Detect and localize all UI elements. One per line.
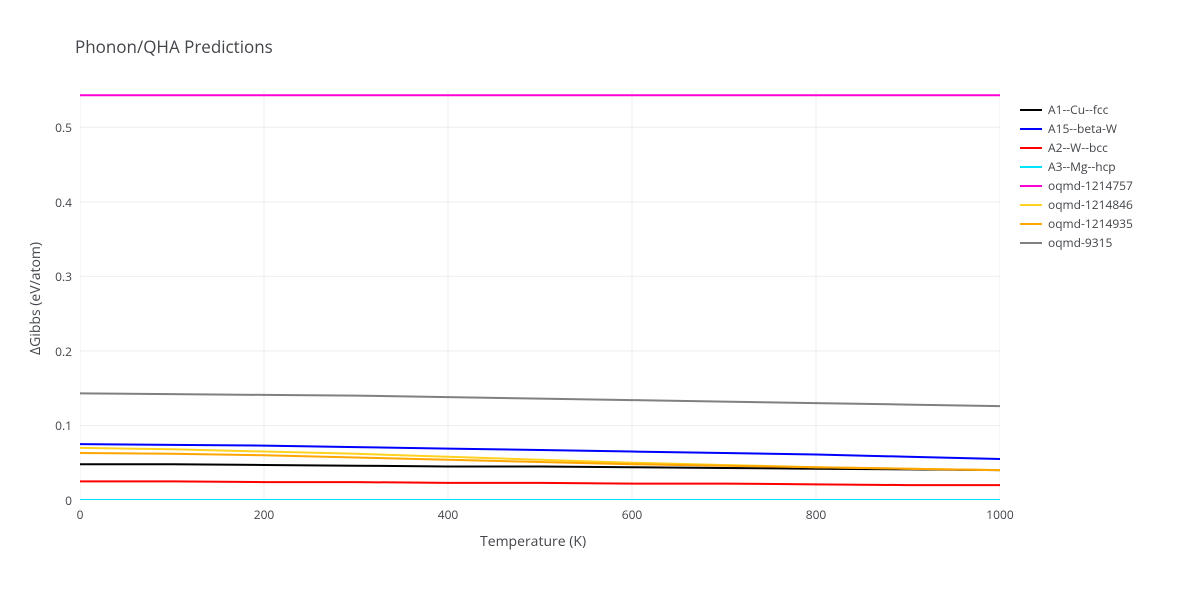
legend-swatch	[1020, 223, 1042, 225]
legend-item[interactable]: oqmd-1214935	[1020, 214, 1133, 233]
legend-item[interactable]: A15--beta-W	[1020, 119, 1133, 138]
legend-swatch	[1020, 185, 1042, 187]
legend-swatch	[1020, 242, 1042, 244]
legend-swatch	[1020, 166, 1042, 168]
tick-label: 0.2	[55, 343, 72, 360]
tick-label: 1000	[986, 506, 1013, 523]
series-line[interactable]	[80, 444, 1000, 459]
legend-swatch	[1020, 128, 1042, 130]
plot-svg	[80, 90, 1000, 500]
legend: A1--Cu--fcc A15--beta-W A2--W--bcc A3--Mg--…	[1020, 100, 1133, 252]
legend-swatch	[1020, 147, 1042, 149]
series-line[interactable]	[80, 481, 1000, 485]
tick-label: 400	[438, 506, 459, 523]
legend-item[interactable]: oqmd-1214846	[1020, 195, 1133, 214]
tick-label: 0.5	[55, 119, 72, 136]
x-axis-label: Temperature (K)	[480, 532, 586, 551]
legend-label: A2--W--bcc	[1048, 139, 1108, 156]
y-axis-label: ΔGibbs (eV/atom)	[26, 242, 45, 355]
legend-swatch	[1020, 204, 1042, 206]
legend-label: oqmd-9315	[1048, 234, 1112, 251]
legend-label: oqmd-1214846	[1048, 196, 1133, 213]
legend-swatch	[1020, 109, 1042, 111]
tick-label: 0	[77, 506, 84, 523]
legend-label: A15--beta-W	[1048, 120, 1117, 137]
legend-label: A1--Cu--fcc	[1048, 101, 1108, 118]
tick-label: 0	[65, 492, 72, 509]
tick-label: 0.1	[55, 417, 72, 434]
legend-label: oqmd-1214935	[1048, 215, 1133, 232]
plot-area[interactable]	[80, 90, 1000, 500]
tick-label: 0.4	[55, 194, 72, 211]
legend-item[interactable]: oqmd-9315	[1020, 233, 1133, 252]
tick-label: 600	[622, 506, 643, 523]
legend-item[interactable]: A2--W--bcc	[1020, 138, 1133, 157]
legend-item[interactable]: A3--Mg--hcp	[1020, 157, 1133, 176]
tick-label: 800	[806, 506, 827, 523]
legend-label: A3--Mg--hcp	[1048, 158, 1116, 175]
legend-label: oqmd-1214757	[1048, 177, 1133, 194]
legend-item[interactable]: A1--Cu--fcc	[1020, 100, 1133, 119]
chart-title: Phonon/QHA Predictions	[75, 35, 273, 58]
tick-label: 0.3	[55, 268, 72, 285]
tick-label: 200	[254, 506, 275, 523]
legend-item[interactable]: oqmd-1214757	[1020, 176, 1133, 195]
series-line[interactable]	[80, 393, 1000, 406]
chart-container: Phonon/QHA Predictions Temperature (K) Δ…	[0, 0, 1200, 600]
